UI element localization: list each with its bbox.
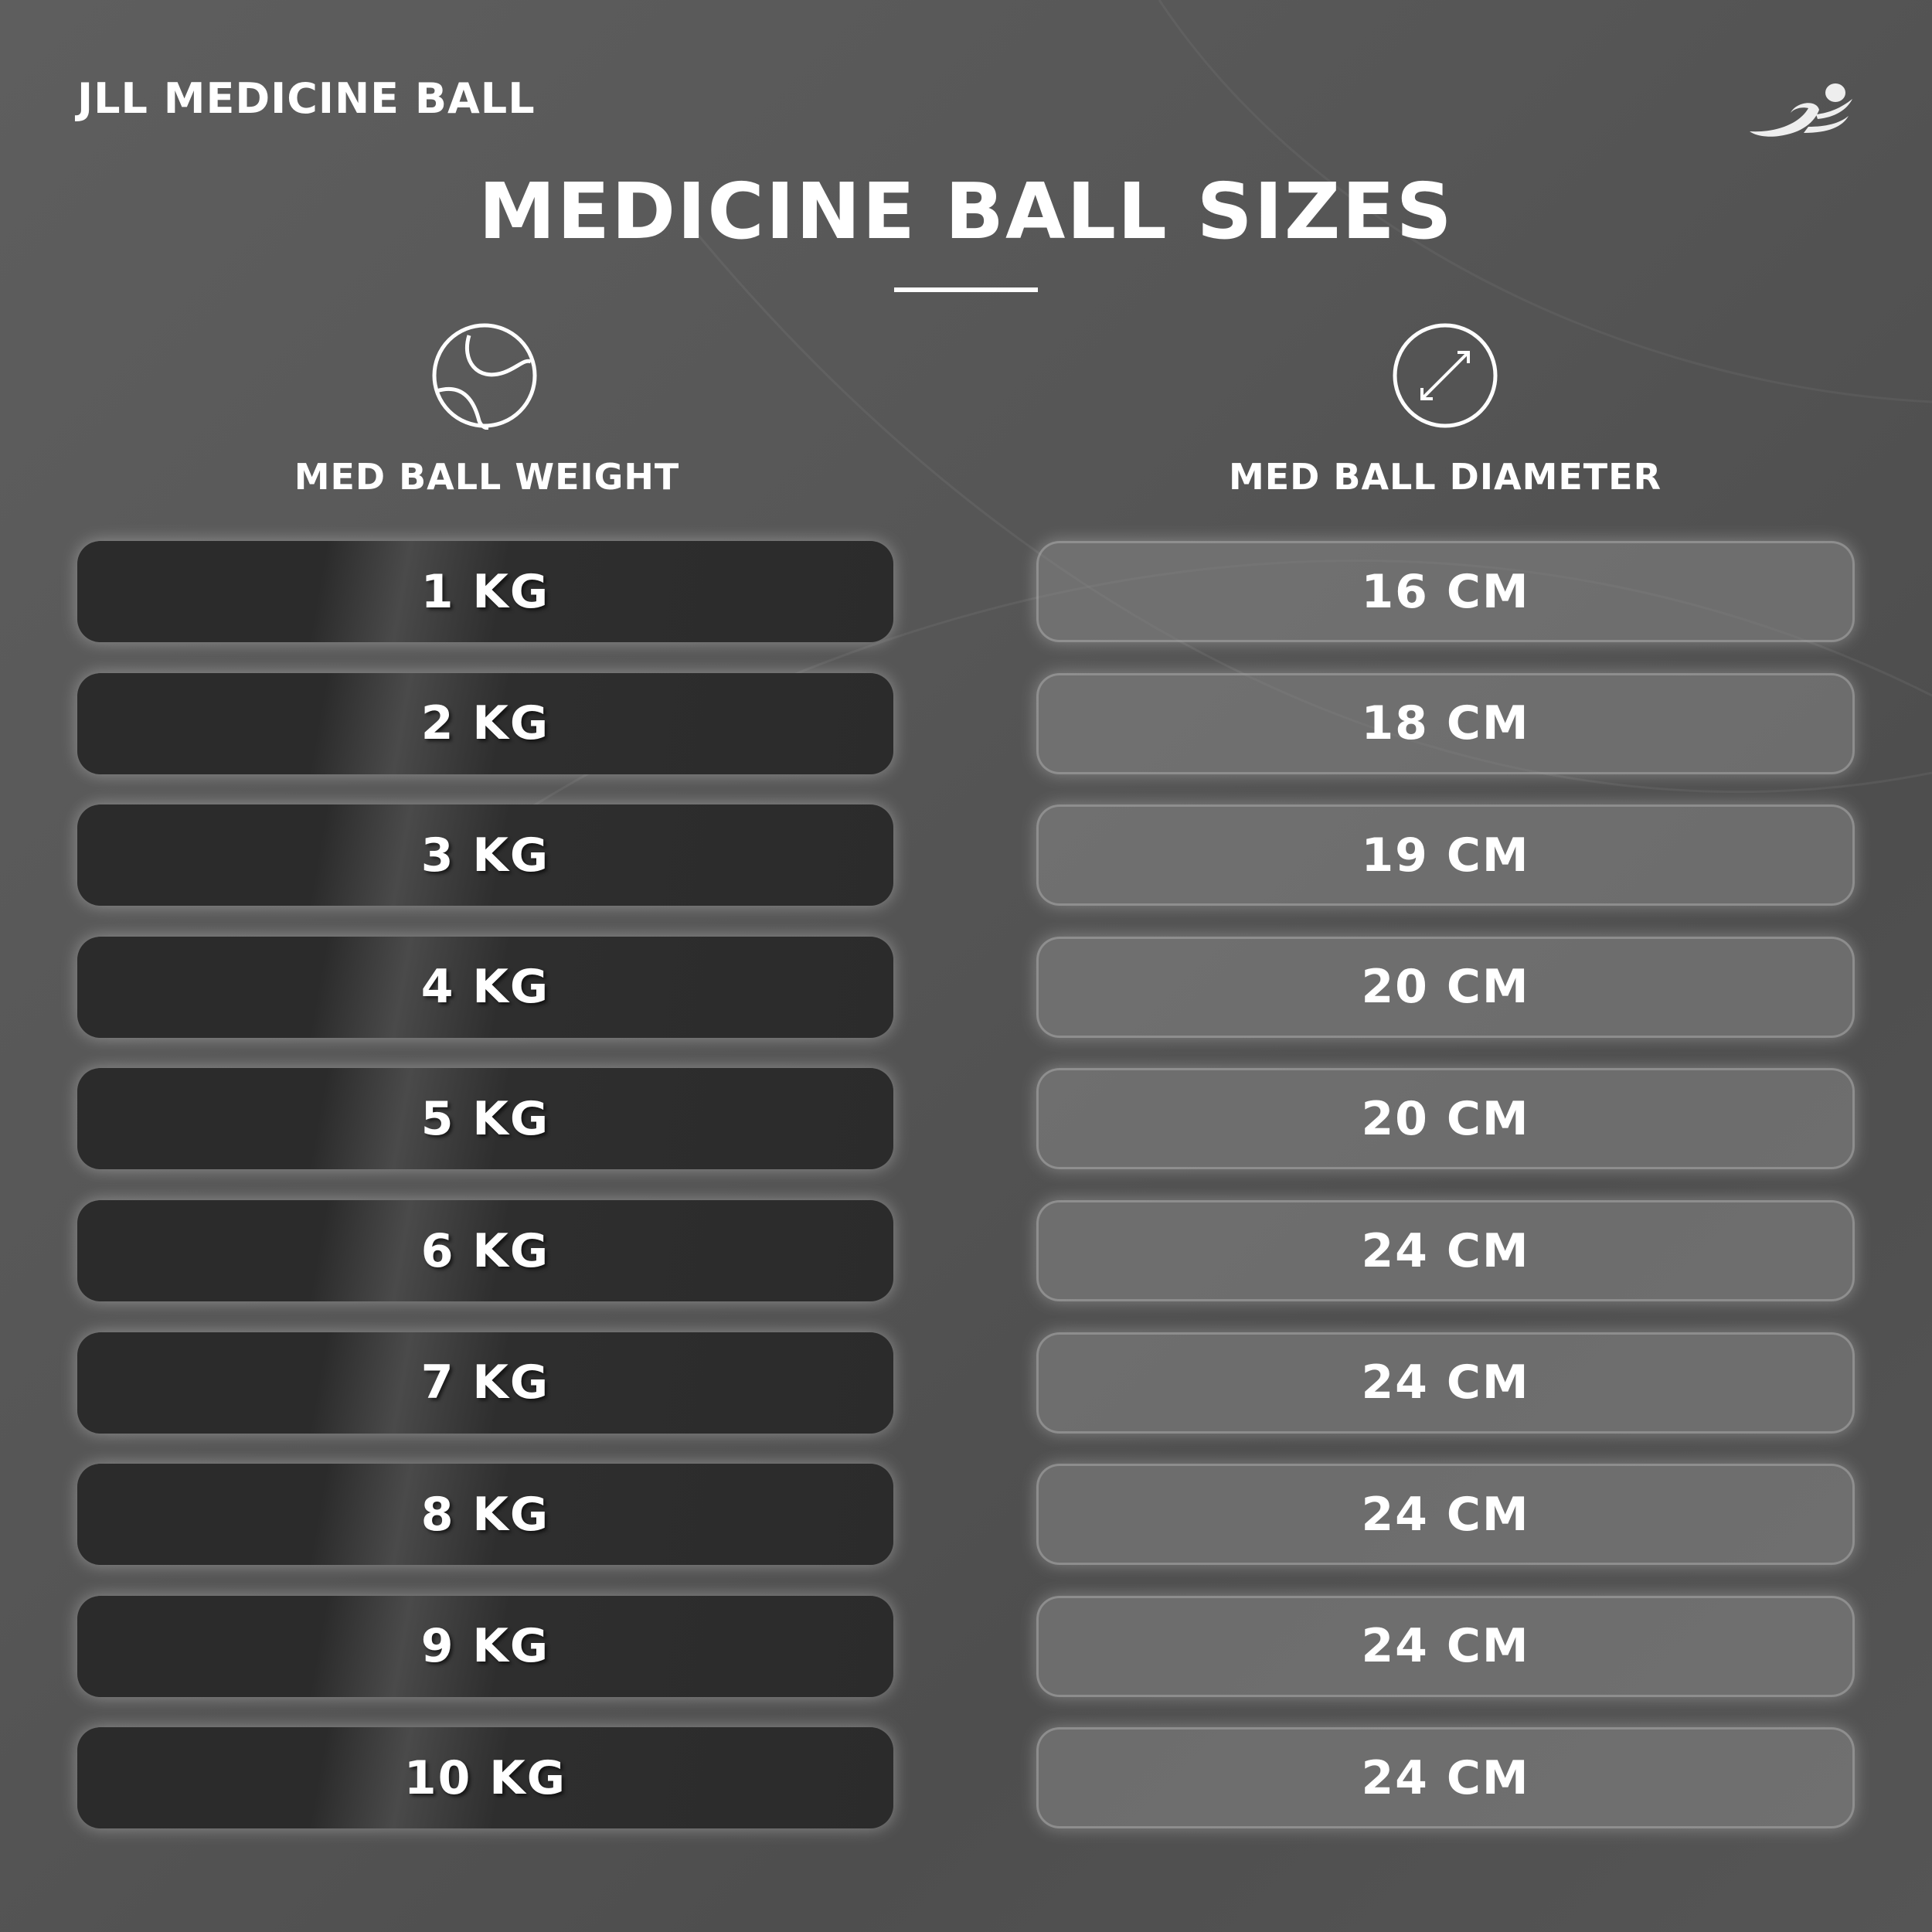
page-title: MEDICINE BALL SIZES xyxy=(478,166,1454,257)
diameter-cell: 24 CM xyxy=(1036,1200,1855,1301)
running-person-icon xyxy=(1750,83,1852,137)
weight-cell: 7 KG xyxy=(77,1332,893,1434)
diameter-cell: 24 CM xyxy=(1036,1464,1855,1566)
weight-cell: 8 KG xyxy=(77,1464,893,1566)
diameter-column-header: MED BALL DIAMETER xyxy=(1228,456,1662,498)
diameter-cell: 24 CM xyxy=(1036,1595,1855,1697)
diameter-cell: 20 CM xyxy=(1036,936,1855,1038)
diameter-arrow-icon xyxy=(1393,323,1498,428)
weight-cell: 9 KG xyxy=(77,1595,893,1697)
diameter-cell: 19 CM xyxy=(1036,804,1855,906)
title-underline xyxy=(894,287,1038,292)
diameter-cell: 20 CM xyxy=(1036,1068,1855,1170)
diameter-cell: 18 CM xyxy=(1036,672,1855,774)
weight-cell: 4 KG xyxy=(77,936,893,1038)
weight-cell: 3 KG xyxy=(77,804,893,906)
weight-cell: 10 KG xyxy=(77,1727,893,1829)
weight-cell: 6 KG xyxy=(77,1200,893,1301)
brand-name: JLL MEDICINE BALL xyxy=(77,74,536,123)
diameter-cell: 16 CM xyxy=(1036,541,1855,642)
weight-cell: 2 KG xyxy=(77,672,893,774)
weight-column-header: MED BALL WEIGHT xyxy=(294,456,680,498)
ball-icon xyxy=(432,323,537,430)
diameter-cell: 24 CM xyxy=(1036,1727,1855,1829)
diameter-cell: 24 CM xyxy=(1036,1332,1855,1434)
weight-cell: 1 KG xyxy=(77,541,893,642)
weight-cell: 5 KG xyxy=(77,1068,893,1170)
